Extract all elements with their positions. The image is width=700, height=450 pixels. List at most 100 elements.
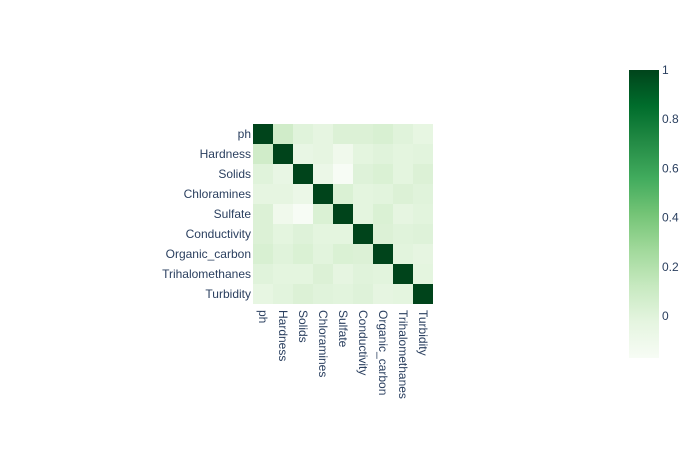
heatmap-cell-Solids-Turbidity — [413, 164, 433, 184]
heatmap-cell-Trihalomethanes-Hardness — [273, 264, 293, 284]
heatmap-cell-ph-Organic_carbon — [373, 124, 393, 144]
heatmap-cell-Trihalomethanes-Trihalomethanes — [393, 264, 413, 284]
y-tick-label: Organic_carbon — [166, 247, 251, 261]
heatmap-cell-Turbidity-Solids — [293, 284, 313, 304]
heatmap-cell-Chloramines-Organic_carbon — [373, 184, 393, 204]
heatmap-cell-Sulfate-Sulfate — [333, 204, 353, 224]
colorbar-tick-labels: 0 0.2 0.4 0.6 0.8 1 — [662, 63, 679, 323]
heatmap-cell-Trihalomethanes-Organic_carbon — [373, 264, 393, 284]
x-tick-label: Chloramines — [316, 310, 330, 377]
heatmap-cell-Chloramines-Trihalomethanes — [393, 184, 413, 204]
x-tick-label: Sulfate — [336, 310, 350, 348]
colorbar-tick-label: 1 — [662, 63, 669, 77]
heatmap-cell-Trihalomethanes-Sulfate — [333, 264, 353, 284]
colorbar-tick-label: 0.2 — [662, 260, 679, 274]
heatmap-cell-Solids-Sulfate — [333, 164, 353, 184]
heatmap-cell-Trihalomethanes-Chloramines — [313, 264, 333, 284]
x-tick-label: Turbidity — [416, 310, 430, 356]
heatmap-cell-Sulfate-ph — [253, 204, 273, 224]
heatmap-cell-ph-ph — [253, 124, 273, 144]
heatmap-cell-ph-Conductivity — [353, 124, 373, 144]
y-tick-label: Sulfate — [214, 207, 252, 221]
heatmap-cell-Sulfate-Chloramines — [313, 204, 333, 224]
colorbar-tick-label: 0.6 — [662, 161, 679, 175]
colorbar-gradient — [629, 70, 659, 358]
heatmap-cell-Solids-ph — [253, 164, 273, 184]
heatmap-cell-ph-Turbidity — [413, 124, 433, 144]
x-axis-tick-labels: ph Hardness Solids Chloramines Sulfate Conduc… — [256, 310, 430, 399]
heatmap-cell-Hardness-Hardness — [273, 144, 293, 164]
heatmap-cell-Organic_carbon-Organic_carbon — [373, 244, 393, 264]
heatmap-cell-Sulfate-Trihalomethanes — [393, 204, 413, 224]
heatmap-cell-Hardness-Sulfate — [333, 144, 353, 164]
heatmap-cell-Organic_carbon-Chloramines — [313, 244, 333, 264]
heatmap-cell-Chloramines-Turbidity — [413, 184, 433, 204]
heatmap-cell-Chloramines-Hardness — [273, 184, 293, 204]
heatmap-cell-Conductivity-ph — [253, 224, 273, 244]
heatmap-cell-Turbidity-ph — [253, 284, 273, 304]
y-axis-tick-labels: ph Hardness Solids Chloramines Sulfate Conduc… — [162, 127, 251, 301]
heatmap-cell-Hardness-Chloramines — [313, 144, 333, 164]
heatmap-cell-Organic_carbon-Conductivity — [353, 244, 373, 264]
heatmap-cell-Organic_carbon-Turbidity — [413, 244, 433, 264]
heatmap-cell-Organic_carbon-Hardness — [273, 244, 293, 264]
colorbar: 0 0.2 0.4 0.6 0.8 1 — [629, 63, 679, 358]
heatmap-cell-Trihalomethanes-Turbidity — [413, 264, 433, 284]
x-tick-label: Hardness — [276, 310, 290, 361]
heatmap-cell-Turbidity-Trihalomethanes — [393, 284, 413, 304]
heatmap-cell-Conductivity-Trihalomethanes — [393, 224, 413, 244]
x-tick-label: Trihalomethanes — [396, 310, 410, 399]
heatmap-cell-Hardness-Turbidity — [413, 144, 433, 164]
heatmap-cell-Chloramines-ph — [253, 184, 273, 204]
y-tick-label: Trihalomethanes — [162, 267, 251, 281]
heatmap-cell-Conductivity-Organic_carbon — [373, 224, 393, 244]
x-tick-label: Organic_carbon — [376, 310, 390, 395]
heatmap-cell-Solids-Solids — [293, 164, 313, 184]
heatmap-cell-Organic_carbon-Solids — [293, 244, 313, 264]
y-tick-label: ph — [238, 127, 251, 141]
heatmap-cell-Turbidity-Organic_carbon — [373, 284, 393, 304]
heatmap-cell-ph-Solids — [293, 124, 313, 144]
heatmap-cell-Hardness-Organic_carbon — [373, 144, 393, 164]
heatmap-cell-Trihalomethanes-ph — [253, 264, 273, 284]
heatmap-cell-Organic_carbon-ph — [253, 244, 273, 264]
heatmap-cell-ph-Sulfate — [333, 124, 353, 144]
heatmap-cell-Solids-Hardness — [273, 164, 293, 184]
heatmap-cell-Organic_carbon-Trihalomethanes — [393, 244, 413, 264]
heatmap-cell-Chloramines-Conductivity — [353, 184, 373, 204]
colorbar-tick-label: 0 — [662, 309, 669, 323]
heatmap-cell-Hardness-Solids — [293, 144, 313, 164]
heatmap-cell-Hardness-Trihalomethanes — [393, 144, 413, 164]
heatmap-cell-Conductivity-Solids — [293, 224, 313, 244]
heatmap-cell-Hardness-ph — [253, 144, 273, 164]
heatmap-cell-Turbidity-Hardness — [273, 284, 293, 304]
colorbar-tick-label: 0.8 — [662, 112, 679, 126]
heatmap-cell-Conductivity-Turbidity — [413, 224, 433, 244]
heatmap-cell-Chloramines-Sulfate — [333, 184, 353, 204]
heatmap-cell-Trihalomethanes-Conductivity — [353, 264, 373, 284]
heatmap-cell-Solids-Conductivity — [353, 164, 373, 184]
colorbar-tick-label: 0.4 — [662, 211, 679, 225]
heatmap-cell-Conductivity-Hardness — [273, 224, 293, 244]
heatmap-cell-Organic_carbon-Sulfate — [333, 244, 353, 264]
heatmap-cell-Trihalomethanes-Solids — [293, 264, 313, 284]
heatmap-cell-Conductivity-Chloramines — [313, 224, 333, 244]
heatmap-cell-Conductivity-Sulfate — [333, 224, 353, 244]
heatmap-cell-Solids-Chloramines — [313, 164, 333, 184]
heatmap-cell-Solids-Organic_carbon — [373, 164, 393, 184]
heatmap-cell-Chloramines-Solids — [293, 184, 313, 204]
heatmap-cell-Hardness-Conductivity — [353, 144, 373, 164]
x-tick-label: ph — [256, 310, 270, 323]
x-tick-label: Solids — [296, 310, 310, 343]
heatmap-cell-Turbidity-Conductivity — [353, 284, 373, 304]
heatmap-cell-Sulfate-Solids — [293, 204, 313, 224]
y-tick-label: Solids — [218, 167, 251, 181]
heatmap-cell-Conductivity-Conductivity — [353, 224, 373, 244]
heatmap-cell-Chloramines-Chloramines — [313, 184, 333, 204]
heatmap-cell-ph-Hardness — [273, 124, 293, 144]
heatmap-cell-Turbidity-Sulfate — [333, 284, 353, 304]
y-tick-label: Chloramines — [184, 187, 251, 201]
heatmap-cell-Sulfate-Conductivity — [353, 204, 373, 224]
heatmap-cell-Sulfate-Hardness — [273, 204, 293, 224]
